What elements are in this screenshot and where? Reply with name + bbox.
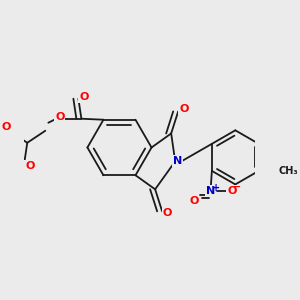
Text: O: O [55,112,64,122]
Text: −: − [233,182,242,192]
Text: O: O [79,92,88,102]
Text: O: O [2,122,11,132]
Text: N: N [206,186,215,196]
Text: N: N [172,156,182,167]
Text: O: O [189,196,199,206]
Text: +: + [212,183,220,193]
Text: O: O [227,186,237,196]
Text: O: O [179,104,188,114]
Text: CH₃: CH₃ [279,166,298,176]
Text: O: O [163,208,172,218]
Text: O: O [25,161,34,171]
